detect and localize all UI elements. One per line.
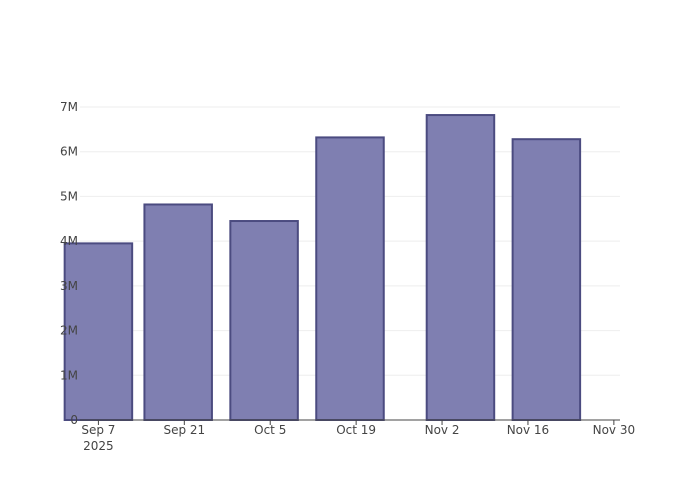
y-tick-label: 3M <box>60 279 78 293</box>
x-tick-labels: Sep 7 2025 Sep 21 Oct 5 Oct 19 Nov 2 Nov 16 Nov… <box>81 423 635 453</box>
y-tick-label: 6M <box>60 145 78 159</box>
y-tick-label: 7M <box>60 100 78 114</box>
y-tick-label: 5M <box>60 189 78 203</box>
bar-2025-09-20[interactable] <box>143 203 213 421</box>
bar-2025-10-18[interactable] <box>315 136 385 422</box>
bars <box>63 114 582 422</box>
x-tick-label: Nov 2 <box>425 423 460 437</box>
x-tick-label: Oct 19 <box>336 423 376 437</box>
y-tick-label: 4M <box>60 234 78 248</box>
bar-2025-11-19[interactable] <box>511 138 582 422</box>
y-tick-labels: 0 1M 2M 3M 4M 5M 6M 7M <box>60 100 78 427</box>
x-tick-label: Sep 7 <box>81 423 115 437</box>
x-tick-label: Sep 21 <box>163 423 205 437</box>
x-tick-label: Oct 5 <box>254 423 286 437</box>
axes <box>80 419 620 425</box>
bar-2025-10-04[interactable] <box>229 220 299 421</box>
y-tick-label: 0 <box>70 413 78 427</box>
bar-2025-11-05[interactable] <box>425 114 496 421</box>
x-tick-label: Nov 16 <box>507 423 550 437</box>
y-tick-label: 2M <box>60 324 78 338</box>
x-tick-label: Nov 30 <box>593 423 636 437</box>
x-tick-year-label: 2025 <box>83 439 114 453</box>
y-tick-label: 1M <box>60 368 78 382</box>
